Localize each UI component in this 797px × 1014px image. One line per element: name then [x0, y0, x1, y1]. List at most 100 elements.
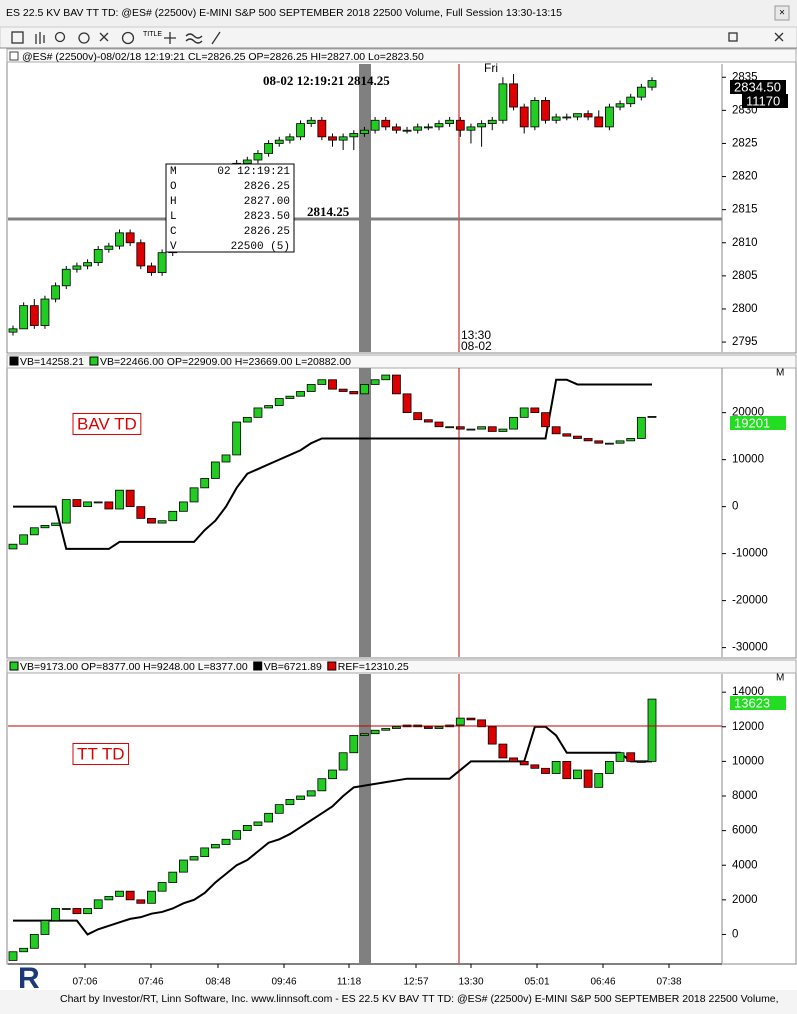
- candle-body: [104, 501, 114, 510]
- info-value: 2826.25: [244, 226, 290, 238]
- candle-body: [136, 242, 146, 267]
- candle-body: [189, 856, 199, 861]
- close-button[interactable]: [774, 5, 790, 21]
- candle-body: [583, 113, 593, 118]
- candle-body: [338, 388, 348, 392]
- candle-body: [147, 517, 156, 524]
- y-tick-label: 6000: [732, 825, 758, 837]
- time-label: 13:30: [458, 977, 483, 988]
- candle-body: [189, 487, 199, 503]
- icon-wave[interactable]: [185, 33, 203, 44]
- candle-body: [615, 440, 625, 444]
- y-tick-label: 2810: [732, 237, 758, 249]
- candle-body: [147, 890, 156, 904]
- legend-swatch: [89, 356, 99, 366]
- toolbar-icons: [11, 31, 784, 45]
- candle-body: [40, 298, 50, 326]
- candle-body: [61, 499, 71, 524]
- candle-body: [583, 438, 593, 442]
- candle-body: [242, 159, 252, 164]
- candle-body: [51, 908, 60, 922]
- candle-body: [93, 501, 103, 504]
- study-label: TT TD: [77, 744, 125, 763]
- candle-body: [51, 522, 60, 526]
- candle-body: [83, 501, 92, 508]
- candle-body: [636, 86, 646, 98]
- candle-body: [487, 426, 497, 432]
- candle-body: [40, 920, 50, 935]
- study-label-box: [72, 742, 130, 765]
- candle-body: [551, 760, 561, 774]
- panel-header: [6, 659, 797, 674]
- icon-tools[interactable]: [99, 32, 109, 42]
- icon-cross[interactable]: [164, 32, 176, 44]
- y-tick-label: 0: [732, 928, 738, 940]
- candle-body: [605, 442, 614, 445]
- candle-body: [157, 882, 167, 892]
- candle-body: [264, 812, 274, 823]
- logo: R: [18, 962, 40, 995]
- y-tick-label: 2800: [732, 303, 758, 315]
- panel-close: [9, 51, 19, 61]
- candle-body: [487, 119, 497, 124]
- candle-body: [509, 757, 518, 762]
- candle-body: [370, 379, 380, 385]
- candle-body: [647, 416, 657, 418]
- candle-body: [551, 116, 561, 121]
- icon-bars[interactable]: [35, 32, 45, 44]
- candle-body: [285, 799, 295, 806]
- candle-body: [210, 844, 220, 849]
- candle-body: [498, 743, 508, 759]
- footer-bar: [0, 990, 797, 1014]
- panel-menu[interactable]: M: [776, 368, 784, 379]
- y-tick-label: -10000: [732, 548, 768, 560]
- candle-body: [519, 760, 529, 766]
- candle-body: [647, 80, 657, 88]
- crosshair-band: [359, 368, 371, 657]
- icon-line[interactable]: [211, 31, 221, 45]
- candle-body: [509, 83, 518, 108]
- candle-body: [93, 248, 103, 264]
- panel-header: [6, 48, 797, 63]
- candle-body: [487, 726, 497, 745]
- panel-menu[interactable]: M: [776, 673, 784, 684]
- header-text: VB=6721.89: [264, 661, 322, 673]
- icon-clock[interactable]: [121, 31, 135, 45]
- candle-body: [402, 129, 412, 132]
- icon-settings[interactable]: [78, 32, 90, 44]
- y-tick-label: 10000: [732, 755, 764, 767]
- time-label: 11:18: [337, 977, 362, 988]
- time-label: 09:46: [271, 977, 296, 988]
- candle-body: [136, 506, 146, 519]
- header-text: REF=12310.25: [338, 661, 409, 673]
- candle-body: [296, 391, 305, 397]
- candle-body: [328, 136, 337, 141]
- candle-body: [509, 416, 518, 430]
- candle-body: [455, 717, 465, 726]
- candle-body: [594, 773, 604, 788]
- candle-body: [72, 908, 82, 915]
- icon-zoom[interactable]: [54, 31, 66, 43]
- candle-body: [61, 268, 71, 287]
- candle-body: [72, 499, 82, 508]
- candle-body: [253, 152, 263, 161]
- icon-chart[interactable]: [11, 31, 24, 44]
- candle-body: [306, 384, 316, 392]
- close-glyph: ×: [779, 8, 785, 19]
- candle-body: [328, 769, 337, 780]
- title-button[interactable]: TITLE: [143, 31, 162, 38]
- candle-body: [626, 752, 636, 762]
- panel-header: [6, 354, 797, 369]
- icon-restore[interactable]: [728, 32, 738, 42]
- y-tick-label: -30000: [732, 642, 768, 654]
- icon-close[interactable]: [774, 32, 784, 42]
- study-label: BAV TD: [77, 414, 137, 433]
- info-value: 2823.50: [244, 211, 290, 223]
- candle-body: [498, 428, 508, 432]
- candle-body: [157, 252, 167, 273]
- candle-body: [594, 440, 604, 444]
- panel-frame: [6, 659, 797, 965]
- info-key: H: [170, 196, 177, 208]
- candle-body: [242, 416, 252, 423]
